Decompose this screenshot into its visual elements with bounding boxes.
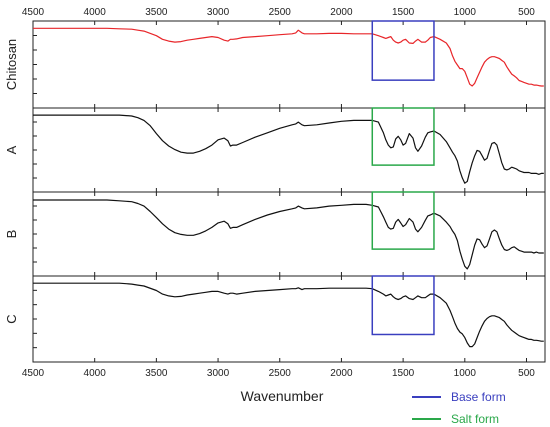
- top-tick-label: 3000: [207, 7, 230, 18]
- top-tick-label: 1500: [392, 7, 415, 18]
- panel-chitosan: Chitosan: [4, 20, 546, 109]
- panel-a: A: [4, 107, 546, 193]
- spectrum-line-a: [33, 114, 544, 184]
- panel-label: C: [4, 314, 19, 323]
- spectra-panels: Chitosan A B C: [4, 20, 546, 363]
- bottom-tick-label: 2500: [269, 368, 292, 379]
- bottom-x-axis: 4500 4000 3500 3000 2500 2000 1500 1000 500: [22, 368, 535, 379]
- top-tick-label: 1000: [454, 7, 477, 18]
- top-tick-label: 4000: [84, 7, 107, 18]
- legend-label: Base form: [451, 390, 506, 404]
- base-form-box: [371, 275, 435, 336]
- panel-b: B: [4, 191, 546, 277]
- panel-c: C: [4, 275, 546, 363]
- salt-form-box: [371, 107, 435, 166]
- bottom-tick-label: 4000: [84, 368, 107, 379]
- top-tick-label: 500: [518, 7, 535, 18]
- panel-label: Chitosan: [4, 39, 19, 90]
- legend-label: Salt form: [451, 412, 499, 426]
- bottom-tick-label: 1500: [392, 368, 415, 379]
- top-tick-label: 3500: [145, 7, 168, 18]
- bottom-tick-label: 500: [518, 368, 535, 379]
- spectrum-line-c: [33, 282, 544, 348]
- bottom-tick-label: 3500: [145, 368, 168, 379]
- panel-label: B: [4, 230, 19, 239]
- top-x-axis: 4500 4000 3500 3000 2500 2000 1500 1000 500: [22, 7, 535, 18]
- bottom-tick-label: 4500: [22, 368, 45, 379]
- bottom-tick-label: 1000: [454, 368, 477, 379]
- spectrum-line-b: [33, 199, 544, 270]
- top-tick-label: 2500: [269, 7, 292, 18]
- base-form-box: [371, 20, 435, 81]
- salt-form-box: [371, 191, 435, 250]
- top-tick-label: 4500: [22, 7, 45, 18]
- top-tick-label: 2000: [330, 7, 353, 18]
- highlight-boxes: [371, 20, 435, 336]
- bottom-tick-label: 3000: [207, 368, 230, 379]
- legend: Base form Salt form: [412, 390, 506, 426]
- panel-label: A: [4, 145, 19, 154]
- spectrum-line-chitosan: [33, 27, 544, 87]
- panel-frame: [32, 191, 546, 277]
- bottom-tick-label: 2000: [330, 368, 353, 379]
- x-axis-label: Wavenumber: [241, 388, 324, 404]
